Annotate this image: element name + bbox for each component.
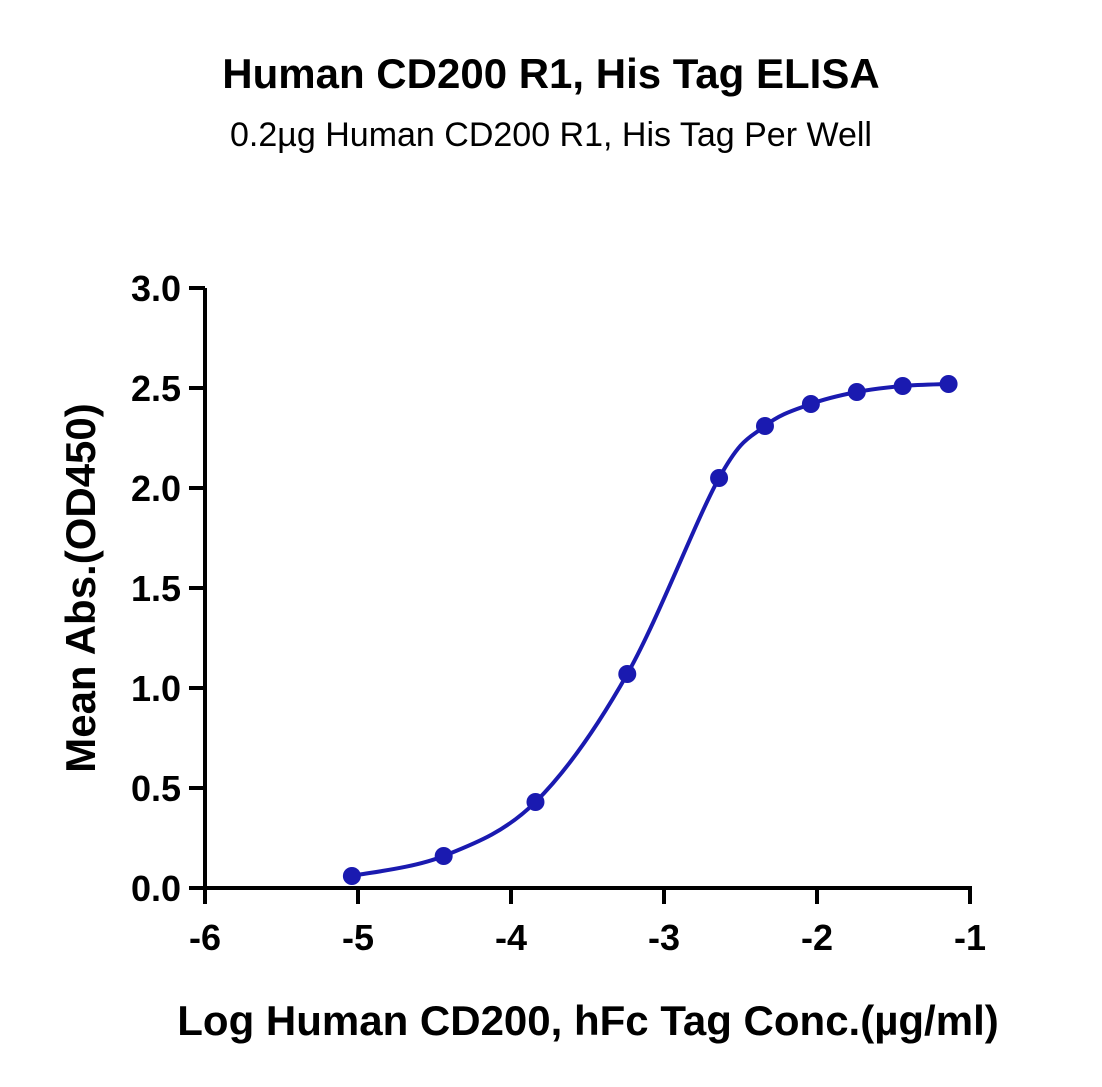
data-point [939,375,958,393]
fitted-curve [351,382,949,878]
y-tick-label: 0.5 [131,768,181,809]
y-tick-label: 1.0 [131,668,181,709]
y-axis-label: Mean Abs.(OD450) [57,403,104,773]
data-point [847,383,866,401]
chart-title: Human CD200 R1, His Tag ELISA [222,50,880,97]
data-point [755,417,774,435]
x-tick-label: -4 [495,917,527,958]
x-tick-label: -3 [648,917,680,958]
x-tick-label: -2 [801,917,833,958]
y-tick-label: 0.0 [131,868,181,909]
tick-marks [189,286,972,904]
data-point [434,847,453,865]
x-tick-label: -5 [342,917,374,958]
x-tick-label: -1 [954,917,986,958]
data-point [618,665,637,683]
data-point [710,469,729,487]
data-point [342,867,361,885]
data-point [893,377,912,395]
y-tick-label: 2.0 [131,468,181,509]
x-tick-label: -6 [189,917,221,958]
axes [203,288,972,890]
data-point [526,793,545,811]
x-axis-label: Log Human CD200, hFc Tag Conc.(µg/ml) [177,997,998,1044]
y-tick-label: 2.5 [131,368,181,409]
chart-subtitle: 0.2µg Human CD200 R1, His Tag Per Well [230,116,872,154]
data-points [342,375,958,885]
data-point [801,395,820,413]
tick-labels: -6 -5 -4 -3 -2 -1 0.0 0.5 1.0 1.5 2.0 2.5 3.0 [131,268,986,958]
y-tick-label: 1.5 [131,568,181,609]
y-tick-label: 3.0 [131,268,181,309]
